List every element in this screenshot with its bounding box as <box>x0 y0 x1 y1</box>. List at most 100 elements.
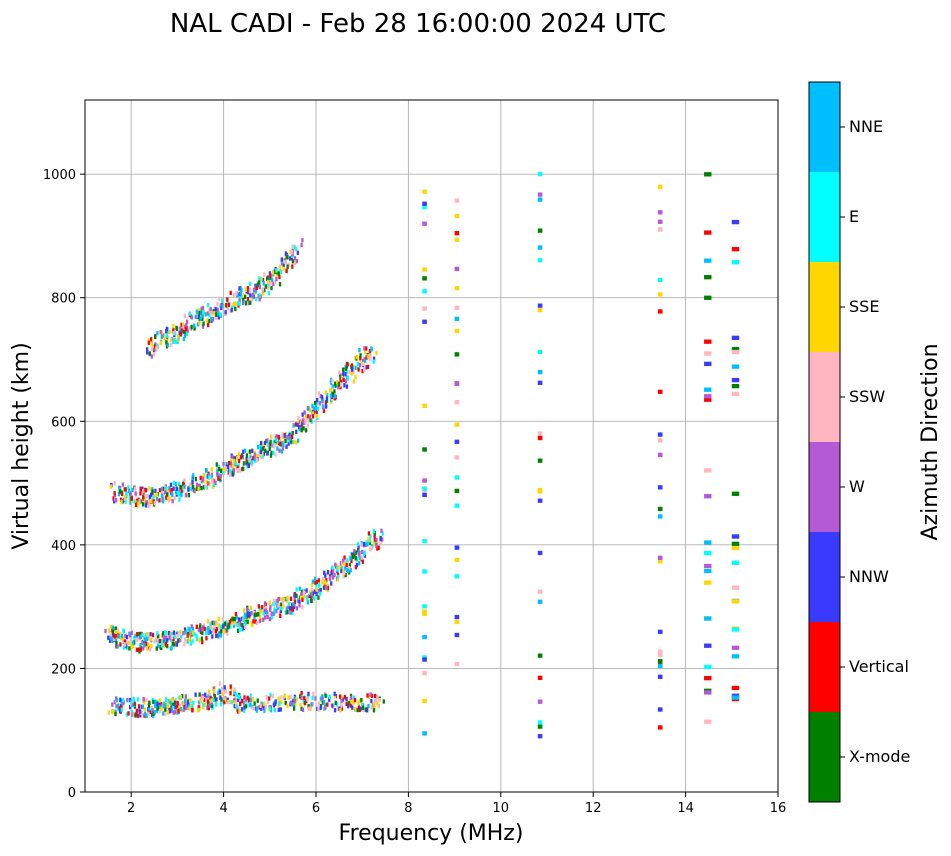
echo-point <box>249 693 252 698</box>
echo-point <box>165 630 168 636</box>
echo-point <box>341 372 345 377</box>
echo-point <box>359 706 362 711</box>
echo-point <box>273 708 277 713</box>
echo-point <box>270 615 274 620</box>
echo-point <box>176 700 179 706</box>
echo-point <box>276 446 279 451</box>
echo-point <box>153 639 156 644</box>
echo-point <box>175 634 179 639</box>
echo-point <box>166 342 170 348</box>
echo-point <box>181 322 185 327</box>
echo-point <box>272 450 275 456</box>
echo-point <box>199 316 202 321</box>
echo-point <box>217 311 220 316</box>
echo-point <box>333 394 337 399</box>
echo-point <box>307 691 310 697</box>
echo-point <box>141 501 145 507</box>
echo-point <box>321 696 324 701</box>
echo-point <box>112 636 116 642</box>
echo-point <box>161 499 165 504</box>
echo-point <box>200 627 203 632</box>
echo-point <box>297 425 301 430</box>
echo-point <box>179 634 183 639</box>
echo-point <box>112 496 115 501</box>
echo-point <box>245 700 248 705</box>
echo-point <box>454 557 460 563</box>
echo-point <box>159 329 162 335</box>
echo-point <box>267 286 270 291</box>
echo-point <box>377 704 380 709</box>
echo-point <box>172 630 176 635</box>
echo-point <box>184 694 187 699</box>
echo-point <box>186 328 189 333</box>
echo-point <box>217 476 220 481</box>
echo-point <box>372 356 376 361</box>
echo-point <box>176 703 180 708</box>
echo-point <box>272 601 275 607</box>
echo-point <box>180 322 183 327</box>
echo-point <box>171 498 174 504</box>
echo-point <box>192 473 195 478</box>
echo-point <box>310 598 313 603</box>
y-tick-label: 200 <box>51 662 76 677</box>
echo-point <box>211 626 214 632</box>
echo-point <box>296 598 300 603</box>
echo-point <box>731 219 740 225</box>
echo-point <box>130 709 133 715</box>
echo-point <box>169 496 172 501</box>
echo-point <box>115 697 119 703</box>
echo-point <box>280 700 283 705</box>
echo-point <box>183 637 187 642</box>
echo-point <box>309 407 312 413</box>
echo-point <box>323 706 326 711</box>
echo-point <box>189 314 193 319</box>
echo-point <box>175 486 179 491</box>
colorbar-label: SSW <box>849 387 885 406</box>
echo-point <box>160 330 164 335</box>
echo-point <box>537 720 543 725</box>
echo-point <box>234 306 237 312</box>
echo-point <box>145 713 149 718</box>
echo-point <box>704 643 712 648</box>
echo-point <box>316 406 320 412</box>
echo-point <box>240 707 244 712</box>
echo-point <box>353 695 356 700</box>
echo-point <box>136 631 139 637</box>
echo-point <box>537 498 543 503</box>
echo-point <box>196 313 199 319</box>
echo-point <box>172 480 176 486</box>
x-tick-label: 2 <box>127 801 135 816</box>
echo-point <box>311 591 315 596</box>
echo-point <box>255 708 258 713</box>
echo-point <box>361 361 364 367</box>
echo-point <box>657 559 663 564</box>
echo-point <box>350 371 353 376</box>
echo-point <box>238 705 241 710</box>
echo-point <box>177 337 180 342</box>
echo-point <box>269 275 272 281</box>
echo-point <box>312 691 315 696</box>
echo-point <box>147 711 150 717</box>
echo-point <box>704 394 712 399</box>
echo-point <box>214 480 217 486</box>
echo-point <box>242 297 245 303</box>
echo-point <box>363 346 366 351</box>
echo-point <box>255 458 259 463</box>
echo-point <box>184 701 187 706</box>
echo-point <box>149 632 152 637</box>
echo-point <box>247 697 251 702</box>
echo-point <box>117 491 121 497</box>
echo-point <box>201 625 205 630</box>
echo-point <box>201 639 204 645</box>
echo-point <box>167 630 171 636</box>
echo-point <box>731 335 740 340</box>
echo-point <box>122 700 125 705</box>
echo-point <box>120 633 124 639</box>
echo-point <box>422 306 427 311</box>
echo-point <box>146 631 149 637</box>
echo-point <box>204 312 207 317</box>
echo-point <box>145 347 149 352</box>
echo-point <box>287 605 290 610</box>
echo-point <box>120 707 123 712</box>
echo-point <box>293 256 297 261</box>
